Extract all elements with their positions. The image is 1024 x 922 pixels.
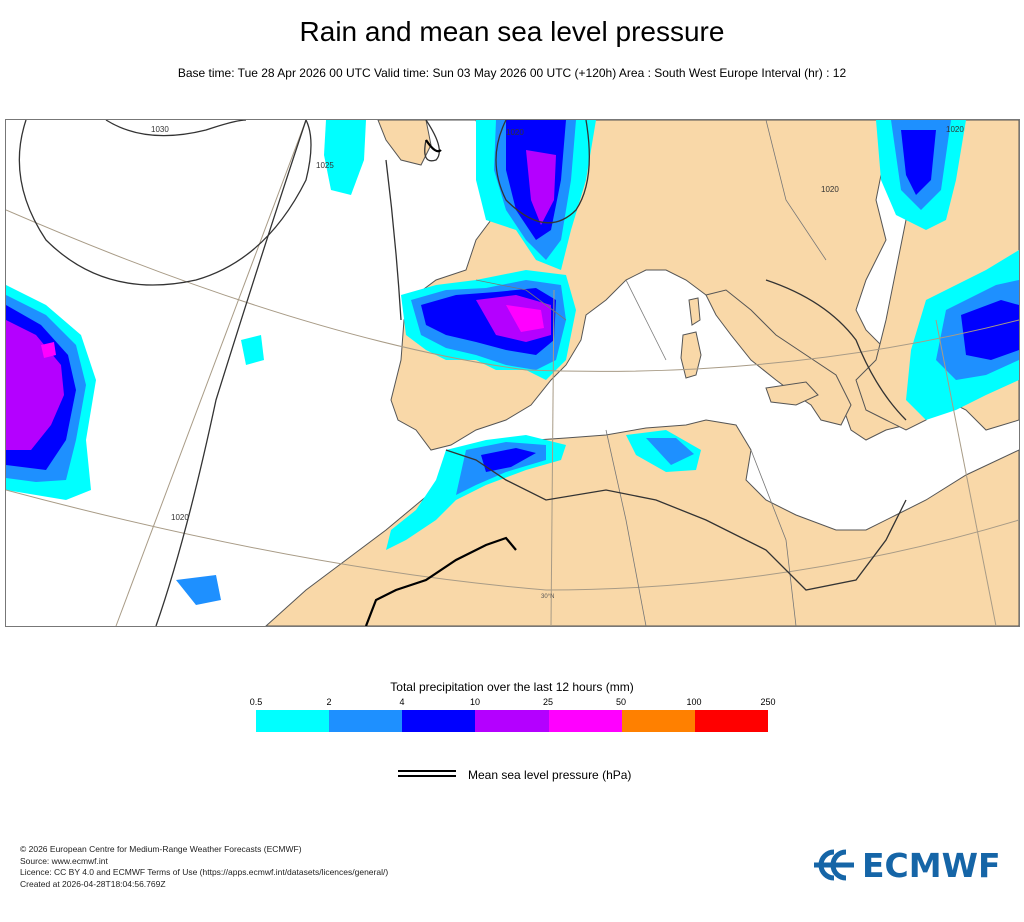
isobar-label-3: 1020 bbox=[506, 128, 524, 137]
footer-credits: © 2026 European Centre for Medium-Range … bbox=[20, 844, 388, 890]
legend-swatch bbox=[694, 710, 768, 732]
isobar-label-1: 1030 bbox=[151, 125, 169, 134]
land-britain bbox=[377, 120, 432, 166]
ecmwf-logo-icon bbox=[814, 849, 854, 881]
map-subtitle: Base time: Tue 28 Apr 2026 00 UTC Valid … bbox=[177, 66, 847, 80]
forecast-map: 1030 1025 1020 1020 1020 1020 30°N bbox=[5, 119, 1020, 627]
legend-swatch bbox=[256, 710, 330, 732]
land-corsica bbox=[688, 297, 701, 326]
legend-swatch bbox=[475, 710, 549, 732]
legend-tick: 4 bbox=[399, 697, 405, 707]
legend-tick: 25 bbox=[542, 697, 554, 707]
legend-swatch bbox=[548, 710, 622, 732]
isobar-label-5: 1020 bbox=[946, 125, 964, 134]
forecast-map-svg: 1030 1025 1020 1020 1020 1020 30°N bbox=[6, 120, 1019, 626]
footer-copyright: © 2026 European Centre for Medium-Range … bbox=[20, 844, 302, 854]
precipitation-legend-title: Total precipitation over the last 12 hou… bbox=[390, 680, 634, 694]
legend-swatch bbox=[329, 710, 403, 732]
legend-tick: 250 bbox=[760, 697, 776, 707]
isobar-label-4: 1020 bbox=[821, 185, 839, 194]
legend-tick: 50 bbox=[615, 697, 627, 707]
legend-tick: 100 bbox=[686, 697, 702, 707]
isobar-label-6: 1020 bbox=[171, 513, 189, 522]
land-sicily bbox=[765, 381, 819, 406]
legend-swatch bbox=[402, 710, 476, 732]
precipitation-color-bar bbox=[256, 710, 768, 732]
footer-created: Created at 2026-04-28T18:04:56.769Z bbox=[20, 878, 166, 889]
isobar-label-2: 1025 bbox=[316, 161, 334, 170]
ecmwf-logo: ECMWF bbox=[812, 845, 1008, 885]
ecmwf-logo-text: ECMWF bbox=[862, 845, 1001, 885]
footer-licence: Licence: CC BY 4.0 and ECMWF Terms of Us… bbox=[20, 867, 389, 877]
pressure-legend-label: Mean sea level pressure (hPa) bbox=[468, 768, 632, 782]
legend-swatch bbox=[621, 710, 695, 732]
map-title: Rain and mean sea level pressure bbox=[299, 16, 725, 47]
precipitation-shading bbox=[6, 120, 1019, 605]
pressure-line-sample bbox=[398, 770, 456, 777]
land-sardinia bbox=[680, 331, 702, 379]
isobar-bold bbox=[364, 536, 517, 626]
isobars bbox=[18, 120, 907, 626]
legend-tick: 0.5 bbox=[249, 697, 263, 707]
footer-source: Source: www.ecmwf.int bbox=[20, 855, 108, 866]
legend-tick: 10 bbox=[469, 697, 481, 707]
isobar-bold-2 bbox=[425, 139, 442, 153]
country-borders bbox=[475, 120, 827, 626]
legend-tick: 2 bbox=[326, 697, 332, 707]
latitude-label: 30°N bbox=[541, 594, 554, 600]
pressure-legend: Mean sea level pressure (hPa) bbox=[398, 768, 658, 784]
